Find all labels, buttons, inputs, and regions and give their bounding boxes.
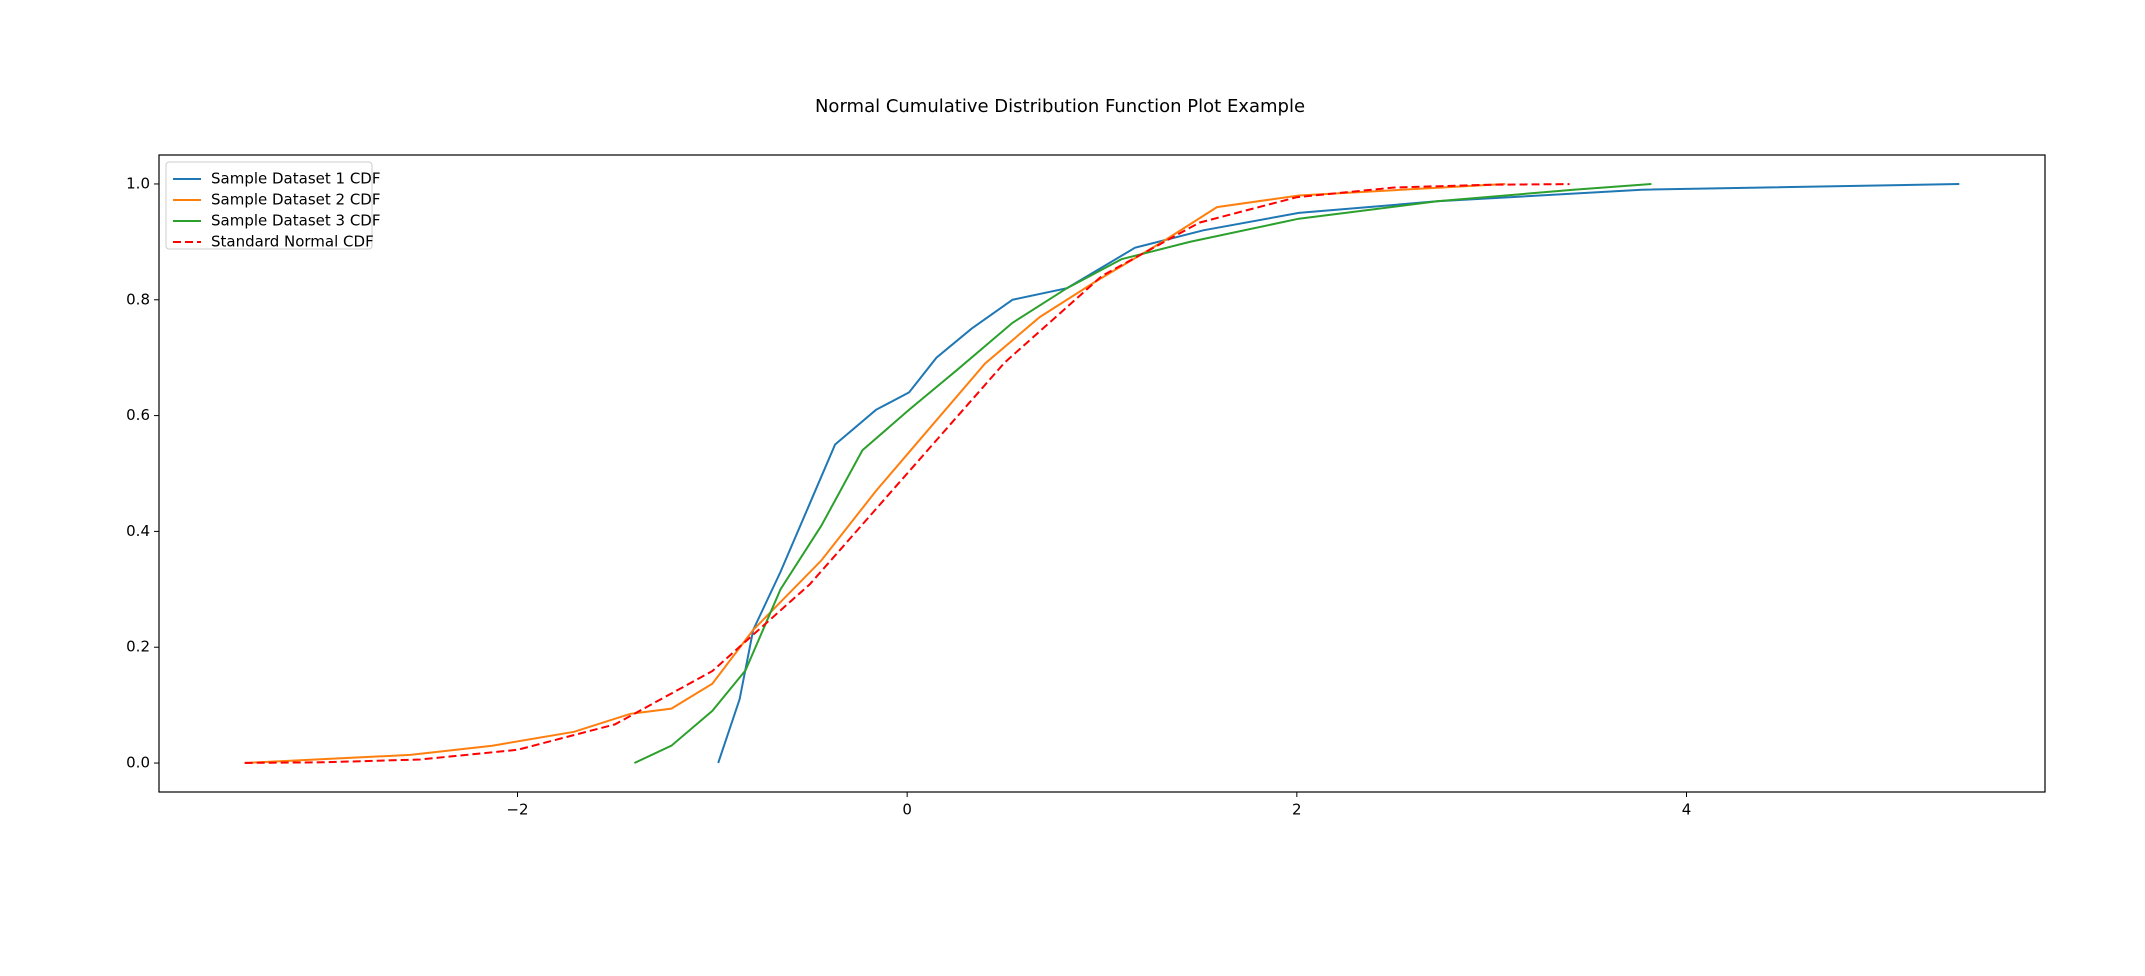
x-tick-label: 4: [1682, 801, 1692, 819]
y-tick-label: 0.2: [126, 638, 150, 656]
legend-label: Sample Dataset 1 CDF: [211, 170, 380, 188]
legend-label: Standard Normal CDF: [211, 233, 374, 251]
series-line: [633, 183, 1652, 764]
y-tick-label: 1.0: [126, 174, 150, 192]
x-tick-label: 0: [902, 801, 912, 819]
y-tick-label: 0.6: [126, 406, 150, 424]
legend-label: Sample Dataset 3 CDF: [211, 212, 380, 230]
legend-box: [165, 161, 373, 250]
legend-label: Sample Dataset 2 CDF: [211, 191, 380, 209]
y-tick-label: 0.0: [126, 754, 150, 772]
series-line: [717, 183, 1960, 764]
series-line: [244, 183, 1570, 764]
series-line: [244, 183, 1506, 764]
chart-title: Normal Cumulative Distribution Function …: [815, 96, 1305, 117]
plot-frame: [158, 154, 2046, 793]
x-tick-label: −2: [506, 801, 528, 819]
y-tick-label: 0.4: [126, 522, 150, 540]
x-tick-label: 2: [1292, 801, 1302, 819]
y-tick-label: 0.8: [126, 290, 150, 308]
